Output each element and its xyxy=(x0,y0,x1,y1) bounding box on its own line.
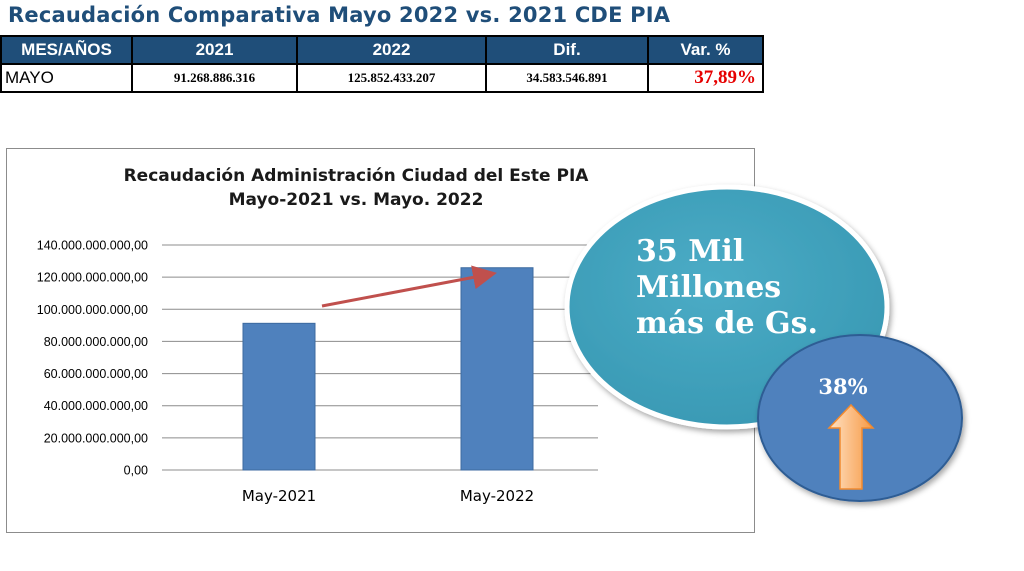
cell-difference: 34.583.546.891 xyxy=(485,63,649,93)
y-tick-label: 80.000.000.000,00 xyxy=(44,335,148,349)
up-arrow-icon xyxy=(827,403,875,490)
callout-line-1: 35 Mil xyxy=(636,234,744,269)
y-tick-label: 40.000.000.000,00 xyxy=(44,399,148,413)
percent-label: 38% xyxy=(818,374,867,399)
chart-bars xyxy=(242,267,534,471)
chart-subtitle: Mayo-2021 vs. Mayo. 2022 xyxy=(229,190,484,210)
y-tick-label: 100.000.000.000,00 xyxy=(37,303,148,317)
cell-value-2021: 91.268.886.316 xyxy=(131,63,298,93)
y-tick-label: 0,00 xyxy=(124,464,148,478)
cell-variation: 37,89% xyxy=(647,63,764,93)
header-2021: 2021 xyxy=(131,35,298,65)
y-tick-label: 60.000.000.000,00 xyxy=(44,367,148,381)
header-month: MES/AÑOS xyxy=(0,35,133,65)
trend-arrow xyxy=(321,265,497,308)
y-axis-labels: 0,00 20.000.000.000,00 40.000.000.000,00 60… xyxy=(37,239,148,478)
x-axis-labels: May-2021 May-2022 xyxy=(242,487,534,505)
table-row: MAYO 91.268.886.316 125.852.433.207 34.5… xyxy=(0,63,764,93)
percent-badge: 38% xyxy=(757,334,963,502)
header-variation: Var. % xyxy=(647,35,764,65)
header-2022: 2022 xyxy=(296,35,487,65)
bar-may-2022 xyxy=(460,267,534,471)
callout-line-2: Millones xyxy=(636,270,781,305)
bar-may-2021 xyxy=(242,322,316,471)
header-difference: Dif. xyxy=(485,35,649,65)
chart-title: Recaudación Administración Ciudad del Es… xyxy=(124,166,590,186)
x-tick-label: May-2022 xyxy=(460,487,534,505)
cell-value-2022: 125.852.433.207 xyxy=(296,63,487,93)
page-title: Recaudación Comparativa Mayo 2022 vs. 20… xyxy=(8,3,671,27)
y-tick-label: 120.000.000.000,00 xyxy=(37,271,148,285)
x-tick-label: May-2021 xyxy=(242,487,316,505)
summary-table: MES/AÑOS 2021 2022 Dif. Var. % MAYO 91.2… xyxy=(0,35,764,93)
summary-header-row: MES/AÑOS 2021 2022 Dif. Var. % xyxy=(0,35,764,65)
cell-month: MAYO xyxy=(0,63,133,93)
y-tick-label: 20.000.000.000,00 xyxy=(44,431,148,445)
y-tick-label: 140.000.000.000,00 xyxy=(37,239,148,253)
callout-line-3: más de Gs. xyxy=(636,306,818,341)
